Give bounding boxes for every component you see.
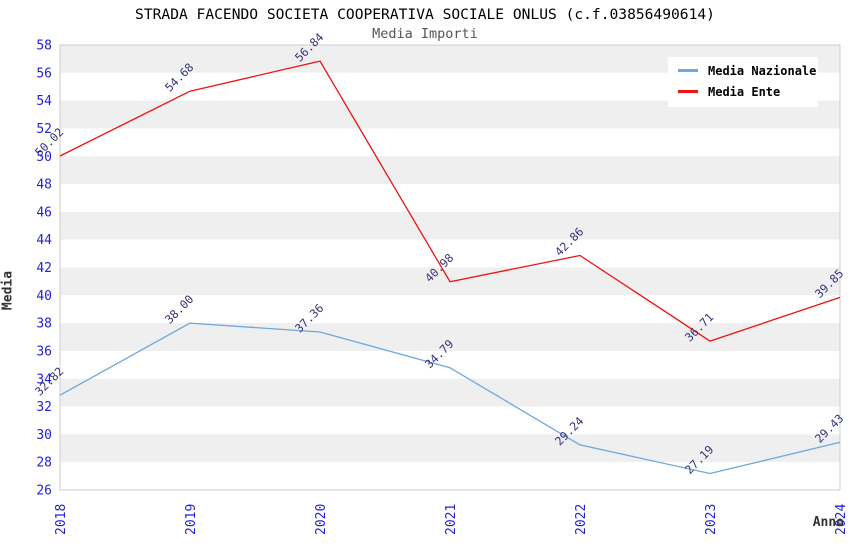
y-tick-label: 30 <box>36 428 52 443</box>
legend-label-nazionale: Media Nazionale <box>708 63 817 78</box>
x-tick-label: 2023 <box>704 504 719 535</box>
y-axis-title: Media <box>0 270 16 311</box>
y-tick-label: 56 <box>36 66 52 81</box>
legend-item-media-ente: Media Ente <box>668 81 818 102</box>
grid-band <box>60 406 840 435</box>
y-tick-label: 34 <box>36 372 52 387</box>
y-tick-label: 48 <box>36 178 52 193</box>
line-swatch-ente-icon <box>678 90 698 93</box>
x-tick-label: 2021 <box>444 504 459 535</box>
x-tick-label: 2019 <box>184 504 199 535</box>
y-tick-label: 40 <box>36 289 52 304</box>
y-tick-label: 36 <box>36 344 52 359</box>
x-axis-title: Anno <box>812 515 844 530</box>
y-tick-label: 32 <box>36 400 52 415</box>
y-tick-label: 26 <box>36 484 52 499</box>
grid-band <box>60 239 840 268</box>
y-tick-label: 58 <box>36 39 52 54</box>
grid-band <box>60 156 840 185</box>
grid-band <box>60 128 840 157</box>
y-tick-label: 42 <box>36 261 52 276</box>
x-tick-label: 2024 <box>834 504 849 535</box>
y-tick-label: 50 <box>36 150 52 165</box>
y-tick-label: 28 <box>36 456 52 471</box>
y-tick-label: 54 <box>36 94 52 109</box>
y-tick-label: 44 <box>36 233 52 248</box>
chart-subtitle: Media Importi <box>372 26 478 42</box>
grid-band <box>60 378 840 407</box>
grid-band <box>60 434 840 463</box>
y-tick-label: 52 <box>36 122 52 137</box>
grid-band <box>60 184 840 212</box>
x-tick-label: 2020 <box>314 504 329 535</box>
y-tick-label: 38 <box>36 317 52 332</box>
grid-band <box>60 295 840 324</box>
grid-band <box>60 211 840 240</box>
line-swatch-nazionale-icon <box>678 69 698 72</box>
plot-border <box>59 44 841 491</box>
grid-band <box>60 350 840 379</box>
x-tick-label: 2022 <box>574 504 589 535</box>
x-tick-label: 2018 <box>54 504 69 535</box>
series-line-nazionale <box>59 322 841 475</box>
legend: Media Nazionale Media Ente <box>668 57 818 107</box>
grid-band <box>60 323 840 351</box>
series-line-ente <box>59 60 841 342</box>
y-tick-label: 46 <box>36 205 52 220</box>
grid-band <box>60 462 840 490</box>
chart-title: STRADA FACENDO SOCIETA COOPERATIVA SOCIA… <box>135 6 715 23</box>
legend-label-ente: Media Ente <box>708 84 781 99</box>
legend-item-media-nazionale: Media Nazionale <box>668 60 818 81</box>
